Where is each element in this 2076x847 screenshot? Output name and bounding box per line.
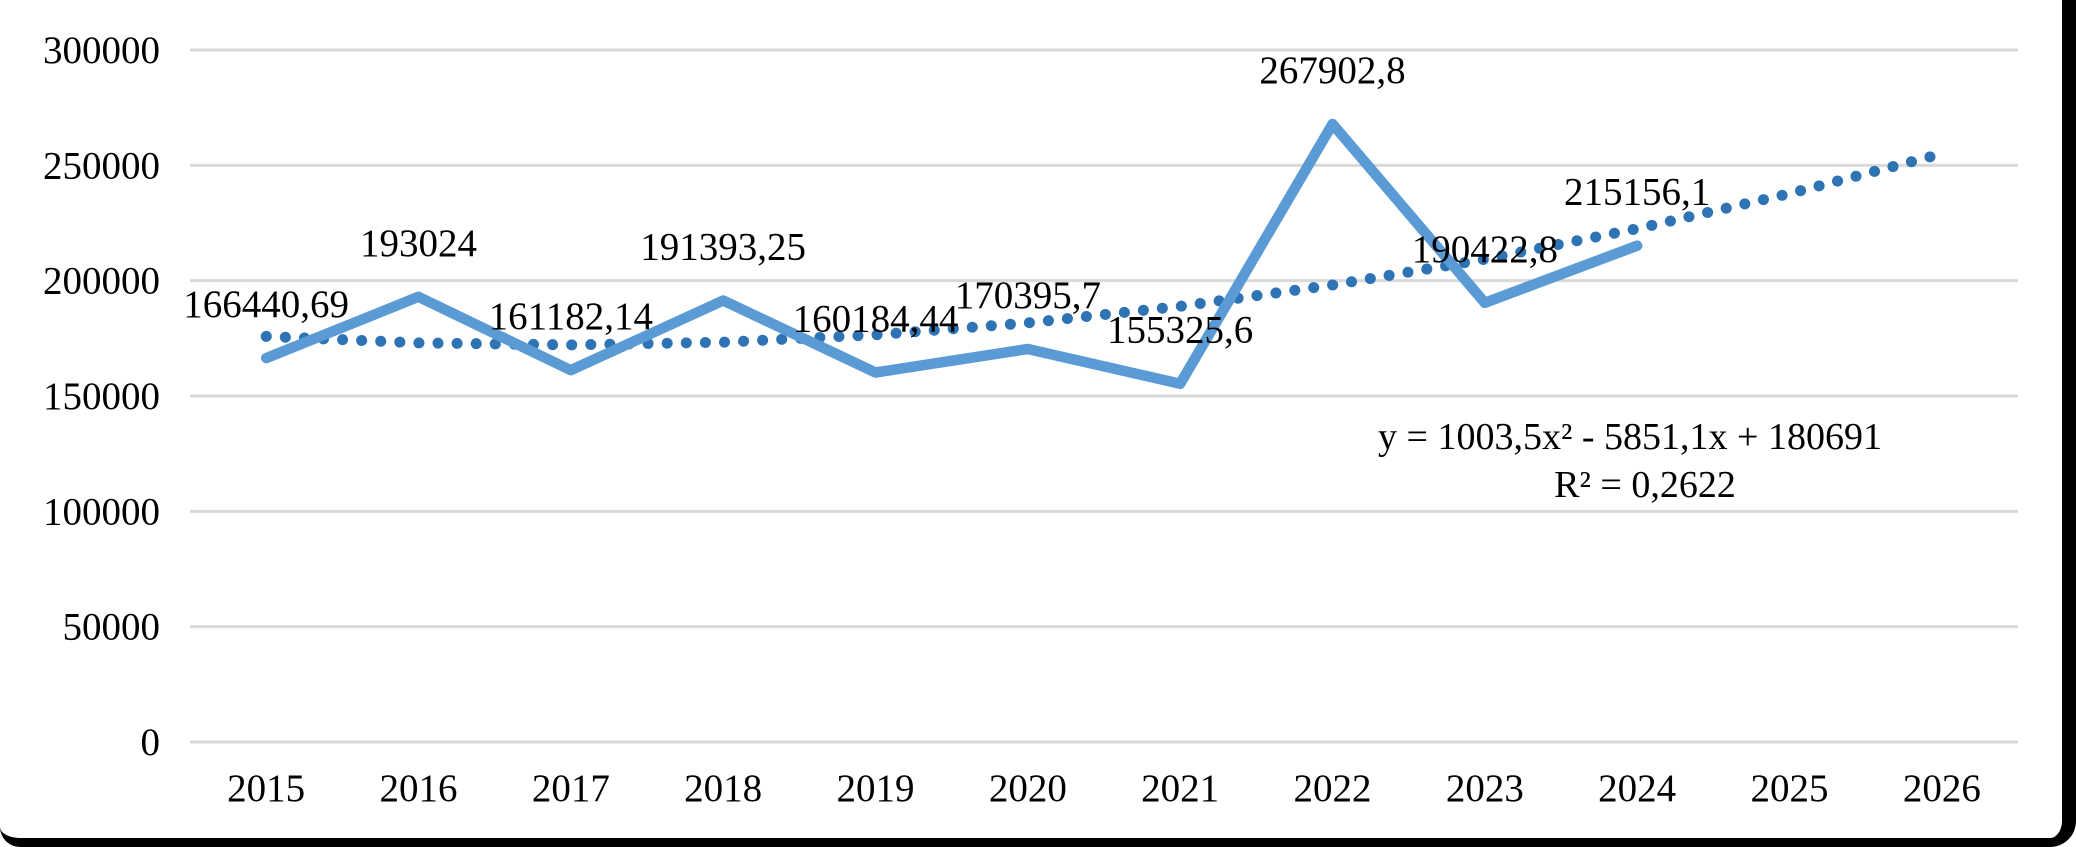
series-point-label: 161182,14 xyxy=(489,295,653,338)
x-tick-label: 2022 xyxy=(1294,767,1372,810)
x-tick-label: 2023 xyxy=(1446,767,1524,810)
trendline-dotted xyxy=(260,148,1948,351)
y-tick-label: 300000 xyxy=(43,29,160,72)
y-tick-label: 50000 xyxy=(63,606,161,649)
x-tick-label: 2021 xyxy=(1141,767,1219,810)
series-point-label: 190422,8 xyxy=(1412,228,1558,271)
series-point-label: 193024 xyxy=(360,222,477,265)
series-point-label: 215156,1 xyxy=(1564,171,1710,214)
y-tick-label: 0 xyxy=(141,721,161,764)
data-labels: 166440,69 193024 161182,14 191393,25 160184,… xyxy=(183,49,1710,352)
gridlines xyxy=(190,48,2018,744)
x-tick-label: 2018 xyxy=(684,767,762,810)
y-tick-label: 150000 xyxy=(43,375,160,418)
y-tick-label: 250000 xyxy=(43,144,160,187)
x-tick-label: 2016 xyxy=(380,767,458,810)
y-tick-label: 200000 xyxy=(43,260,160,303)
y-tick-label: 100000 xyxy=(43,490,160,533)
x-tick-label: 2020 xyxy=(989,767,1067,810)
series-point-label: 170395,7 xyxy=(955,274,1101,317)
x-axis-labels: 2015 2016 2017 2018 2019 2020 2021 2022 2023 2024… xyxy=(227,767,1981,810)
x-tick-label: 2025 xyxy=(1751,767,1829,810)
series-point-label: 191393,25 xyxy=(640,226,806,269)
x-tick-label: 2017 xyxy=(532,767,610,810)
series-point-label: 166440,69 xyxy=(183,283,349,326)
x-tick-label: 2015 xyxy=(227,767,305,810)
main-series-line xyxy=(260,118,1643,389)
trendline-r-squared: R² = 0,2622 xyxy=(1554,464,1736,506)
series-point-label: 160184,44 xyxy=(793,298,959,341)
series-point-label: 155325,6 xyxy=(1107,309,1253,352)
x-tick-label: 2024 xyxy=(1598,767,1676,810)
series-point-label: 267902,8 xyxy=(1259,49,1405,92)
x-tick-label: 2026 xyxy=(1903,767,1981,810)
x-tick-label: 2019 xyxy=(837,767,915,810)
trendline-equation: y = 1003,5x² - 5851,1x + 180691 xyxy=(1378,416,1882,458)
y-axis-labels: 300000 250000 200000 150000 100000 50000 0 xyxy=(43,29,160,764)
